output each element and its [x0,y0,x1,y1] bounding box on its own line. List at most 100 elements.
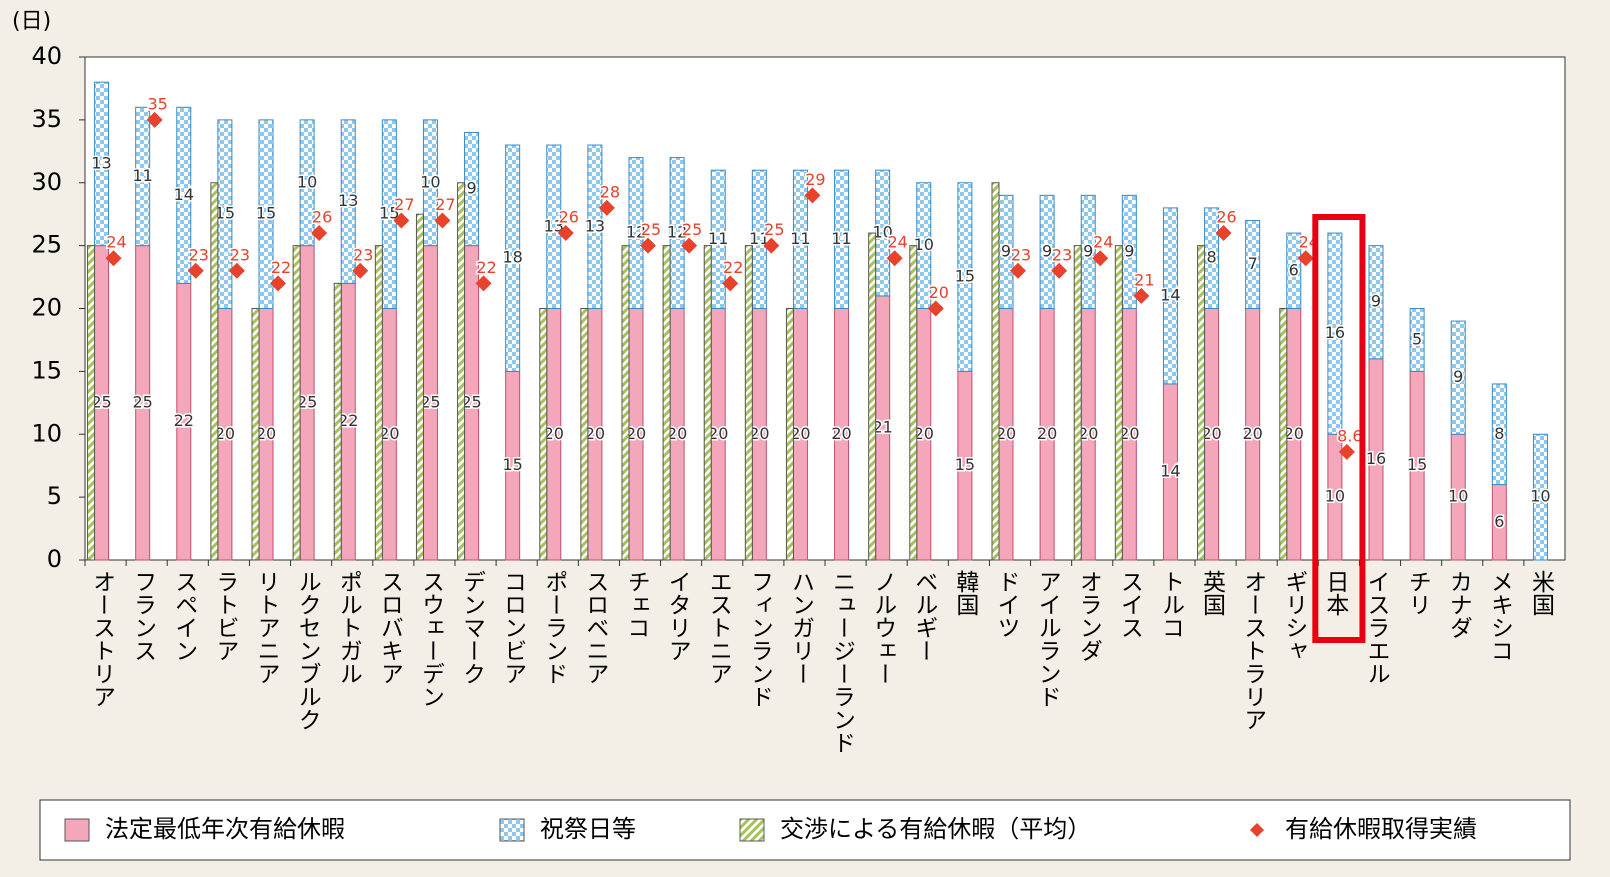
bar [785,308,794,561]
bar-segment [710,169,726,309]
data-label: 8 [1494,424,1504,443]
x-tick-label: ニュージーランド [829,570,855,754]
data-label: 13 [91,153,111,172]
bar-segment [422,119,438,247]
data-label: 7 [1248,254,1258,273]
data-label: 20 [1284,424,1304,443]
diamond-marker [681,237,698,254]
data-label: 18 [502,248,522,267]
diamond-marker [1215,225,1232,242]
data-label: 26 [312,208,332,227]
bar-segment [299,119,315,247]
x-tick-label: スウェーデン [417,570,443,708]
data-label: 15 [215,204,235,223]
data-label: 9 [1453,367,1463,386]
bar-segment [792,169,808,309]
data-label: 20 [1078,424,1098,443]
diamond-marker [804,187,821,204]
data-label: 15 [379,204,399,223]
bar-segment [135,106,151,247]
diamond-marker [228,262,245,279]
bar [1197,245,1206,561]
x-tick-label: ギリシャ [1281,570,1307,662]
y-tick-label: 30 [31,168,62,196]
x-tick-label: チリ [1404,570,1430,616]
x-tick-label: チェコ [623,570,649,639]
data-label: 16 [1325,323,1345,342]
data-label: 35 [147,94,167,113]
data-label: 15 [502,455,522,474]
bar [1279,308,1288,561]
diamond-marker [434,212,451,229]
data-label: 24 [887,233,907,252]
data-label: 20 [667,424,687,443]
data-label: 20 [1119,424,1139,443]
data-label: 21 [872,417,892,436]
data-label: 11 [831,229,851,248]
bar [621,245,630,561]
data-label: 10 [914,235,934,254]
bar-segment [340,119,356,284]
bar-segment [1409,308,1425,372]
diamond-marker [352,262,369,279]
bar [580,308,589,561]
x-tick-label: スロベニア [582,570,609,685]
data-label: 9 [1371,292,1381,311]
bar-segment [587,144,603,309]
diamond-marker [105,250,122,267]
legend-swatch [64,818,90,842]
data-label: 15 [955,455,975,474]
legend-label: 法定最低年次有給休暇 [105,815,345,843]
data-label: 10 [1325,487,1345,506]
data-label: 6 [1289,260,1299,279]
x-tick-label: トルコ [1157,570,1183,639]
bar-segment [94,81,110,247]
data-label: 16 [1366,449,1386,468]
data-label: 20 [749,424,769,443]
bar [251,308,260,561]
data-label: 20 [215,424,235,443]
data-label: 12 [667,223,687,242]
bar-segment [628,157,644,309]
diamond-marker [146,111,163,128]
bar [415,213,424,561]
data-label: 20 [790,424,810,443]
data-label: 15 [256,204,276,223]
legend-swatch [739,818,765,842]
bar-segment [1245,219,1261,310]
bar [744,245,753,561]
x-tick-label: イスラエル [1363,570,1389,685]
y-tick-label: 40 [31,42,62,70]
data-label: 20 [379,424,399,443]
unit-label: (日) [12,9,51,34]
data-label: 29 [805,170,825,189]
x-tick-label: ポーランド [541,570,568,685]
data-label: 25 [91,392,111,411]
plot-area [84,56,1566,561]
data-label: 21 [1134,270,1154,289]
data-label: 24 [106,233,126,252]
data-label: 6 [1494,512,1504,531]
data-label: 25 [461,392,481,411]
data-label: 25 [682,220,702,239]
data-label: 22 [723,258,743,277]
x-tick-label: カナダ [1445,570,1472,639]
diamond-marker [722,275,739,292]
data-label: 24 [1093,233,1113,252]
diamond-marker [475,275,492,292]
x-tick-label: ポルトガル [335,570,362,685]
data-label: 25 [132,392,152,411]
x-tick-label: メキシコ [1486,570,1512,662]
data-label: 8.6 [1337,426,1362,445]
data-label: 20 [585,424,605,443]
y-tick-label: 10 [31,419,62,447]
x-tick-label: デンマーク [459,570,485,685]
data-label: 20 [1201,424,1221,443]
data-label: 22 [271,258,291,277]
data-label: 14 [1160,285,1180,304]
bar-segment [258,119,274,309]
x-tick-label: ノルウェー [870,570,896,685]
legend-label: 交渉による有給休暇（平均） [780,815,1091,843]
data-label: 22 [174,411,194,430]
bar [374,245,383,561]
